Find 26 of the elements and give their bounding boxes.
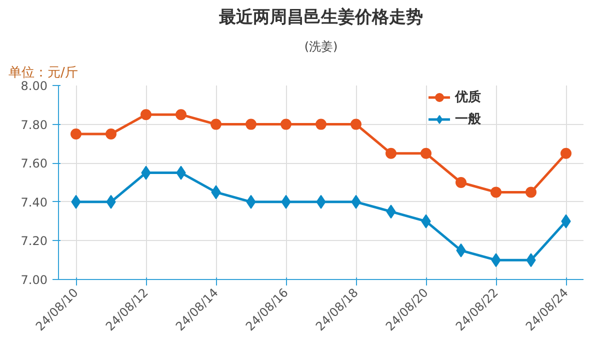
- chart-title: 最近两周昌邑生姜价格走势: [218, 6, 423, 28]
- point: [526, 186, 536, 198]
- point: [316, 118, 326, 130]
- y-tick-label: 7.00: [20, 273, 48, 287]
- point: [246, 118, 256, 130]
- point: [176, 109, 186, 120]
- y-tick-label: 7.20: [20, 234, 48, 248]
- legend-label: 一般: [455, 111, 481, 128]
- y-tick-label: 7.40: [20, 195, 48, 210]
- point: [70, 128, 82, 140]
- chart-subtitle: (洗姜): [304, 40, 338, 54]
- point: [280, 118, 292, 130]
- point: [386, 148, 396, 159]
- point: [106, 128, 116, 140]
- point: [420, 148, 432, 159]
- y-axis-title: 单位：元/斤: [8, 66, 78, 80]
- y-tick-label: 7.80: [20, 118, 48, 132]
- point: [210, 118, 222, 130]
- y-tick-label: 8.00: [20, 79, 48, 93]
- y-tick-label: 7.60: [20, 156, 48, 171]
- point: [140, 109, 152, 120]
- point: [350, 118, 362, 130]
- point: [490, 186, 502, 198]
- point: [456, 177, 466, 188]
- point: [560, 148, 572, 159]
- legend-label: 优质: [455, 89, 481, 106]
